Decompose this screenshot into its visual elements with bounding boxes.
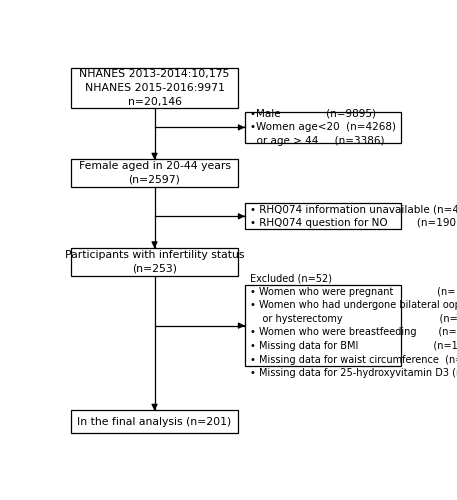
FancyBboxPatch shape [71, 68, 238, 108]
FancyBboxPatch shape [245, 285, 401, 366]
FancyBboxPatch shape [71, 248, 238, 276]
Text: In the final analysis (n=201): In the final analysis (n=201) [77, 417, 232, 427]
Text: • RHQ074 information unavailable (n=437)
• RHQ074 question for NO         (n=190: • RHQ074 information unavailable (n=437)… [250, 204, 457, 228]
Text: Female aged in 20-44 years
(n=2597): Female aged in 20-44 years (n=2597) [79, 162, 230, 185]
FancyBboxPatch shape [71, 160, 238, 187]
FancyBboxPatch shape [71, 410, 238, 434]
Text: Excluded (n=52)
• Women who were pregnant              (n= 13)
• Women who had u: Excluded (n=52) • Women who were pregnan… [250, 273, 457, 378]
Text: •Male              (n=9895)
•Women age<20  (n=4268)
  or age > 44     (n=3386): •Male (n=9895) •Women age<20 (n=4268) or… [250, 109, 396, 146]
FancyBboxPatch shape [245, 112, 401, 143]
FancyBboxPatch shape [245, 203, 401, 230]
Text: Participants with infertility status
(n=253): Participants with infertility status (n=… [65, 250, 244, 274]
Text: NHANES 2013-2014:10,175
NHANES 2015-2016:9971
n=20,146: NHANES 2013-2014:10,175 NHANES 2015-2016… [80, 70, 230, 106]
